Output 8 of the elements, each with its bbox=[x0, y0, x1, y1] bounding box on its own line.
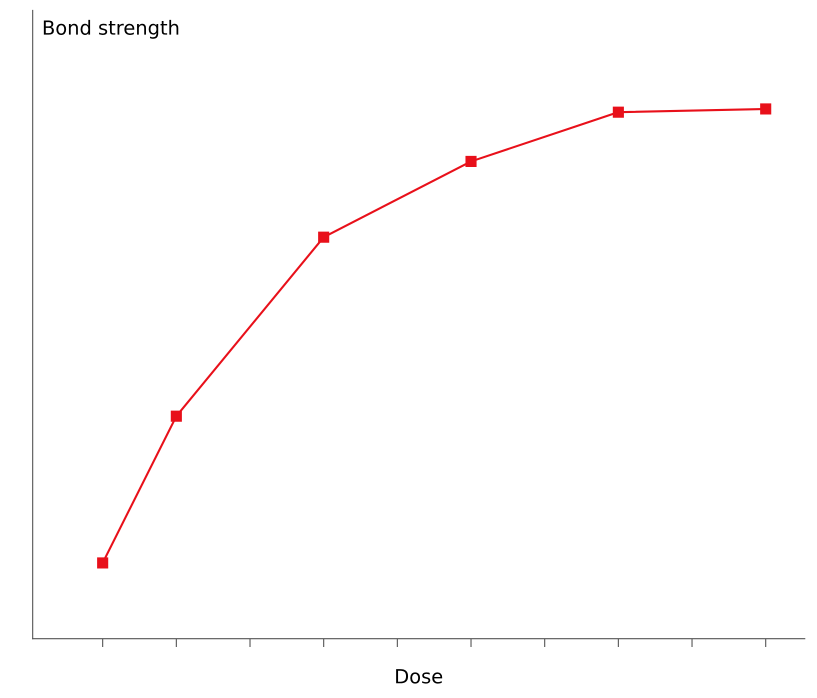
point bbox=[318, 232, 330, 243]
x-axis-title: Dose bbox=[396, 669, 442, 684]
point bbox=[97, 557, 108, 568]
point bbox=[170, 410, 182, 422]
y-axis-title: Bond strength bbox=[44, 20, 178, 39]
point bbox=[760, 103, 772, 115]
point bbox=[465, 156, 477, 167]
point bbox=[612, 106, 624, 118]
